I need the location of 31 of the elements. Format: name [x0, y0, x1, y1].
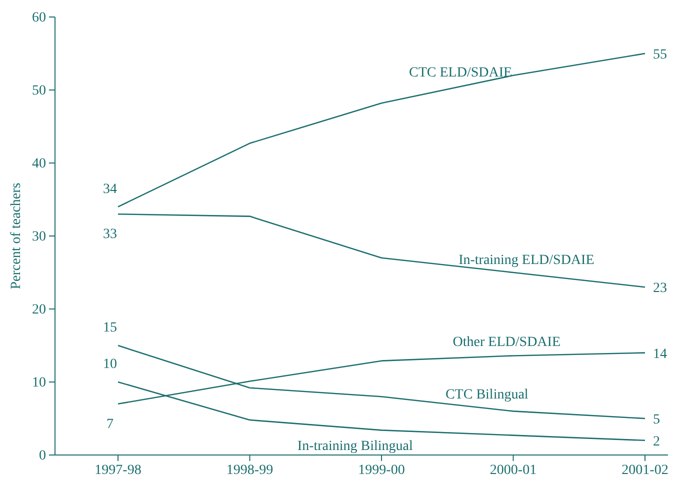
data-label: 33	[103, 227, 117, 242]
line-series	[117, 213, 646, 288]
data-label: 5	[653, 412, 660, 428]
y-tick-label: 60	[32, 10, 46, 26]
data-label: 14	[653, 346, 667, 362]
y-tick-label: 20	[32, 302, 46, 318]
data-label: 2	[653, 434, 660, 450]
y-tick-label: 30	[32, 229, 46, 244]
line-series	[117, 344, 646, 420]
x-tick-label: 1998-99	[226, 462, 274, 478]
data-label: 23	[653, 281, 667, 296]
data-label: 7	[106, 416, 114, 432]
series-label: Other ELD/SDAIE	[452, 334, 561, 350]
line-series	[117, 52, 646, 208]
data-label: 10	[103, 357, 117, 372]
x-tick-label: 1999-00	[358, 462, 405, 478]
y-axis-title: Percent of teachers	[9, 182, 24, 290]
data-label: 34	[103, 182, 117, 197]
y-tick-label: 0	[39, 448, 46, 464]
x-tick-label: 1997-98	[94, 462, 142, 478]
x-tick-label: 2000-01	[490, 462, 537, 478]
series-label: CTC ELD/SDAIE	[409, 65, 512, 80]
series-label: In-training Bilingual	[297, 439, 413, 454]
data-label: 15	[103, 320, 117, 336]
y-tick-label: 50	[32, 83, 46, 98]
x-tick-label: 2001-02	[622, 462, 668, 478]
y-tick-label: 40	[32, 156, 46, 172]
series-label: In-training ELD/SDAIE	[458, 252, 594, 268]
data-label: 55	[653, 48, 667, 62]
y-tick-label: 10	[32, 375, 46, 390]
series-label: CTC Bilingual	[445, 387, 528, 402]
